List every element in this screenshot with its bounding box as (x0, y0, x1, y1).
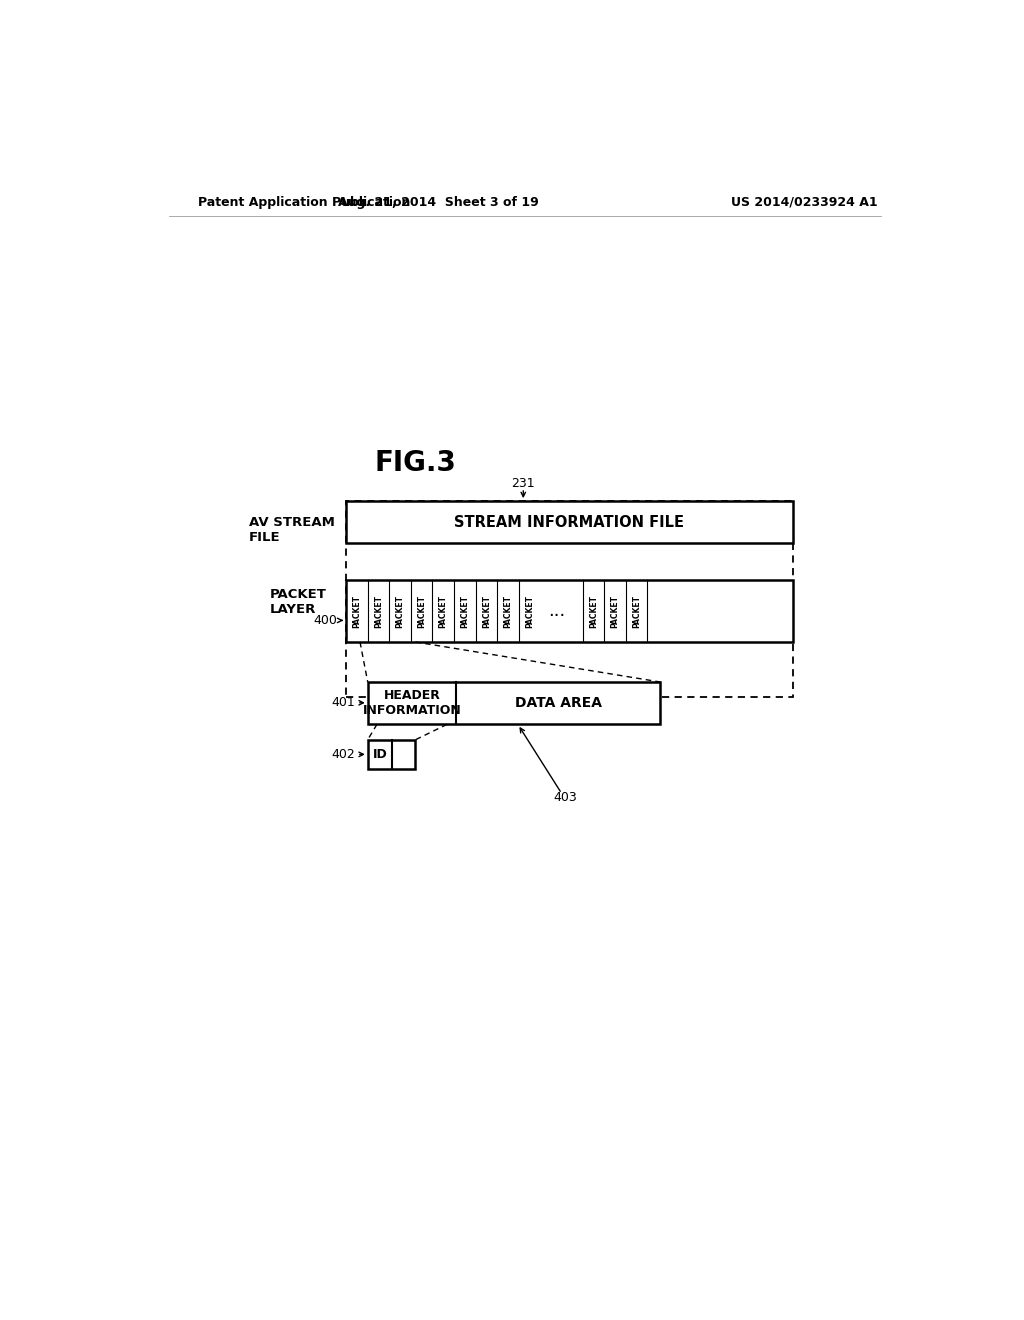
Bar (368, 739, 416, 770)
Text: PACKET: PACKET (632, 594, 641, 628)
Text: 400: 400 (313, 614, 337, 627)
Text: PACKET: PACKET (504, 594, 512, 628)
Text: PACKET: PACKET (352, 594, 361, 628)
Text: DATA AREA: DATA AREA (515, 696, 602, 710)
Text: ID: ID (373, 748, 387, 760)
Bar (346, 581, 793, 642)
Text: Aug. 21, 2014  Sheet 3 of 19: Aug. 21, 2014 Sheet 3 of 19 (338, 195, 539, 209)
Bar (346, 502, 793, 544)
Text: HEADER
INFORMATION: HEADER INFORMATION (362, 689, 462, 717)
Text: PACKET
LAYER: PACKET LAYER (270, 587, 327, 616)
Text: PACKET: PACKET (460, 594, 469, 628)
Text: Patent Application Publication: Patent Application Publication (199, 195, 411, 209)
Text: ...: ... (549, 602, 566, 620)
Text: PACKET: PACKET (610, 594, 620, 628)
Text: PACKET: PACKET (395, 594, 404, 628)
Text: STREAM INFORMATION FILE: STREAM INFORMATION FILE (455, 515, 684, 529)
Text: FIG.3: FIG.3 (375, 449, 457, 477)
Text: PACKET: PACKET (438, 594, 447, 628)
Text: 402: 402 (332, 748, 355, 760)
Text: 403: 403 (554, 791, 578, 804)
Text: PACKET: PACKET (482, 594, 490, 628)
Text: AV STREAM
FILE: AV STREAM FILE (249, 516, 335, 544)
Text: US 2014/0233924 A1: US 2014/0233924 A1 (731, 195, 878, 209)
Text: PACKET: PACKET (417, 594, 426, 628)
Text: PACKET: PACKET (525, 594, 534, 628)
Text: 401: 401 (332, 696, 355, 709)
Text: PACKET: PACKET (589, 594, 598, 628)
Bar (368, 682, 660, 725)
Bar (346, 502, 793, 697)
Text: 231: 231 (511, 477, 536, 490)
Text: PACKET: PACKET (374, 594, 383, 628)
